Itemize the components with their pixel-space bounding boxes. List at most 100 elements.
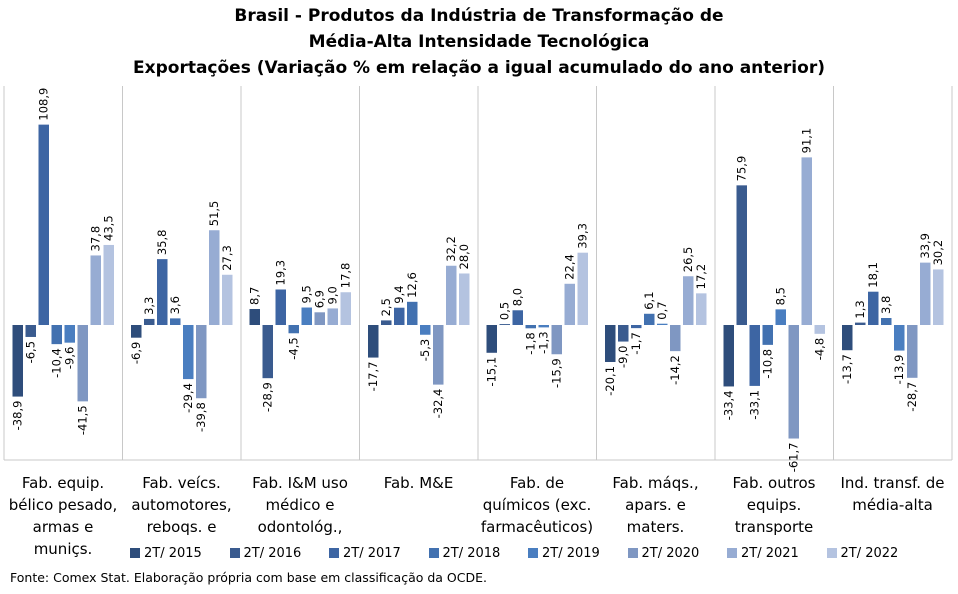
legend-swatch [229, 548, 240, 558]
bar [249, 308, 260, 325]
bar [551, 325, 562, 355]
data-label: -29,4 [181, 383, 195, 413]
category-label-line: muniçs. [33, 540, 93, 558]
data-label: -39,8 [194, 402, 208, 432]
data-label: 27,3 [220, 245, 234, 271]
bar [196, 325, 207, 399]
bar [605, 325, 616, 362]
data-label: 6,9 [313, 290, 327, 308]
bar [723, 325, 734, 387]
bar [683, 276, 694, 325]
data-label: -10,8 [761, 349, 775, 379]
data-label: 2,5 [379, 298, 393, 316]
category-label-line: Fab. equip. [21, 474, 105, 492]
data-label: 8,7 [248, 287, 262, 305]
category-label-line: Fab. máqs., [612, 474, 699, 492]
data-label: 9,5 [300, 285, 314, 303]
bar [775, 309, 786, 325]
bar [762, 325, 773, 345]
data-label: -1,8 [524, 332, 538, 354]
legend-item: 2T/ 2019 [528, 546, 600, 561]
data-label: 28,0 [457, 244, 471, 270]
bar [801, 157, 812, 325]
bar [77, 325, 88, 402]
bar [486, 325, 497, 353]
data-label: 32,2 [444, 236, 458, 262]
legend-swatch [130, 548, 140, 558]
bar [868, 291, 879, 325]
bar [749, 325, 760, 386]
category-label-line: químicos (exc. [482, 496, 592, 514]
bar [459, 273, 470, 325]
legend-label: 2T/ 2020 [641, 546, 700, 561]
legend-item: 2T/ 2022 [826, 546, 898, 561]
category-label-line: Fab. outros [732, 474, 816, 492]
bar [222, 274, 233, 325]
legend-label: 2T/ 2015 [144, 546, 202, 561]
bar [670, 325, 681, 352]
bar [814, 325, 825, 334]
bar [64, 325, 75, 343]
legend-item: 2T/ 2017 [329, 546, 401, 561]
legend-item: 2T/ 2018 [428, 546, 500, 561]
category-label-line: transporte [734, 518, 814, 536]
data-label: 0,7 [655, 301, 669, 319]
category-label-line: bélico pesado, [8, 496, 118, 514]
data-label: 43,5 [102, 215, 116, 241]
data-label: -6,5 [24, 341, 38, 363]
bar [618, 325, 629, 342]
data-label: 39,3 [576, 223, 590, 249]
bar [157, 259, 168, 325]
category-label-line: maters. [626, 518, 685, 536]
bar [394, 307, 405, 325]
data-label: -10,4 [50, 348, 64, 378]
bar [327, 308, 338, 325]
bar [288, 325, 299, 334]
data-label: 3,8 [879, 296, 893, 314]
data-label: 26,5 [681, 247, 695, 273]
category-label-line: Fab. M&E [383, 474, 454, 492]
bar [842, 325, 853, 351]
data-label: 18,1 [866, 262, 880, 288]
legend-label: 2T/ 2016 [243, 546, 302, 561]
data-label: -4,8 [813, 338, 827, 360]
data-label: 22,4 [563, 254, 577, 280]
bar [920, 262, 931, 325]
category-label: Fab. máqs., apars. e maters. [598, 472, 714, 538]
bar [788, 325, 799, 439]
legend-swatch [428, 548, 439, 558]
data-label: -5,3 [418, 339, 432, 361]
bar [644, 313, 655, 325]
data-label: -15,1 [485, 357, 499, 387]
bar [736, 185, 747, 325]
bar [525, 325, 536, 329]
data-label: -13,7 [840, 354, 854, 384]
data-label: 33,9 [918, 233, 932, 259]
chart-title-line-3: Exportações (Variação % em relação a igu… [133, 58, 825, 78]
data-label: 19,3 [274, 260, 288, 286]
data-label: -33,1 [748, 390, 762, 420]
category-label-line: odontológ., [257, 518, 343, 536]
bar [907, 325, 918, 378]
data-label: -6,9 [129, 342, 143, 364]
category-label-line: farmacêuticos) [480, 518, 594, 536]
bar [368, 325, 379, 358]
category-label-line: automotores, [131, 496, 232, 514]
data-label: 0,5 [498, 302, 512, 320]
category-label: Fab. de químicos (exc. farmacêuticos) [479, 472, 595, 538]
data-label: -4,5 [287, 337, 301, 359]
data-label: 37,8 [89, 226, 103, 252]
bar [209, 230, 220, 325]
bar [881, 318, 892, 325]
category-label-line: armas e [32, 518, 94, 536]
data-label: -20,1 [603, 366, 617, 396]
source-note: Fonte: Comex Stat. Elaboração própria co… [10, 570, 487, 585]
category-label-line: médico e [265, 496, 335, 514]
bar [275, 289, 286, 325]
legend-item: 2T/ 2020 [627, 546, 700, 561]
legend-label: 2T/ 2021 [741, 546, 799, 561]
legend-item: 2T/ 2015 [130, 546, 202, 561]
data-label: 9,0 [326, 286, 340, 304]
bar [131, 325, 142, 338]
category-label-line: Fab. veícs. [142, 474, 221, 492]
